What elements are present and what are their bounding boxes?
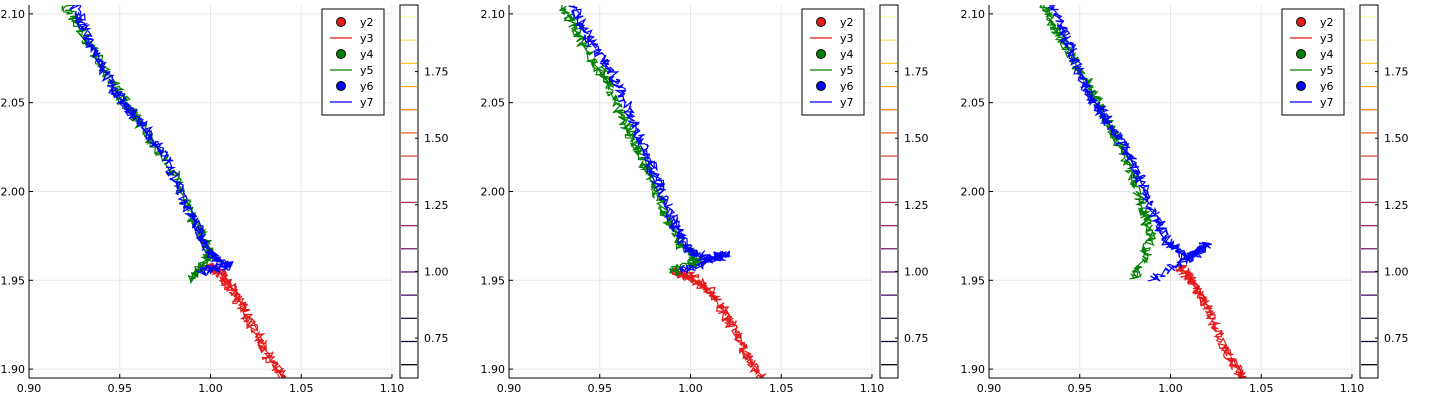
colorbar-tick-label: 0.75 [904,332,929,345]
x-tick-label: 0.90 [17,382,42,395]
y-tick-label: 1.90 [961,363,986,376]
x-tick-label: 1.05 [1249,382,1274,395]
colorbar-tick-label: 1.25 [1384,199,1409,212]
colorbar-tick-label: 1.75 [424,66,449,79]
legend-label-y2: y2 [840,16,854,29]
plot-panel-1: 0.90 0.95 1.00 1.05 1.10 1.90 1.95 2.00 2.05 2.10… [1,4,449,395]
legend-marker-y4 [1296,49,1306,59]
legend-label-y6: y6 [1320,80,1334,93]
legend-label-y4: y4 [1320,48,1334,61]
colorbar-tick-label: 1.00 [1384,265,1409,278]
y-tick-label: 1.95 [481,274,506,287]
y-tick-label: 2.10 [1,8,26,21]
x-tick-label: 1.05 [289,382,314,395]
legend-label-y5: y5 [840,64,854,77]
colorbar-frame [879,4,899,379]
colorbar-tick-label: 1.25 [424,199,449,212]
colorbar-frame [1359,4,1379,379]
colorbar-tick-label: 1.50 [1384,132,1409,145]
x-tick-label: 1.10 [860,382,885,395]
y-tick-label: 2.00 [1,186,26,199]
y-tick-label: 2.10 [481,8,506,21]
x-tick-label: 1.05 [769,382,794,395]
trajectory-y3 [669,267,767,378]
x-tick-label: 0.95 [108,382,133,395]
legend-box [801,8,865,116]
legend-label-y3: y3 [1320,32,1334,45]
legend-box [321,8,385,116]
plot-panel-2: 0.90 0.95 1.00 1.05 1.10 1.90 1.95 2.00 2.05 2.10… [481,4,929,395]
legend-label-y5: y5 [1320,64,1334,77]
colorbar-tick-label: 0.75 [1384,332,1409,345]
colorbar-tick-label: 1.75 [904,66,929,79]
trajectories [1039,5,1247,378]
legend-marker-y6 [1296,81,1306,91]
legend-label-y7: y7 [360,96,374,109]
colorbar-tick-label: 0.75 [424,332,449,345]
colorbar-tick-label: 1.75 [1384,66,1409,79]
y-tick-label: 1.95 [1,274,26,287]
y-tick-label: 2.05 [1,97,26,110]
x-tick-label: 1.00 [1158,382,1183,395]
colorbar: 0.75 1.00 1.25 1.50 1.75 [1359,4,1409,379]
y-tick-label: 1.90 [481,363,506,376]
colorbar-tick-label: 1.00 [904,265,929,278]
x-tick-label: 0.90 [497,382,522,395]
y-tick-label: 1.95 [961,274,986,287]
x-tick-label: 0.95 [1068,382,1093,395]
trajectories [61,5,287,378]
plot-panel-3: 0.90 0.95 1.00 1.05 1.10 1.90 1.95 2.00 2.05 2.10… [961,4,1409,395]
trajectory-y3 [1174,263,1247,378]
trajectory-y5 [61,5,215,285]
legend-label-y3: y3 [840,32,854,45]
colorbar: 0.75 1.00 1.25 1.50 1.75 [879,4,929,379]
colorbar-tick-label: 1.25 [904,199,929,212]
legend: y2 y3 y4 y5 y6 y7 [321,8,385,116]
colorbar-tick-label: 1.00 [424,265,449,278]
trajectory-y3 [201,262,287,378]
legend-label-y6: y6 [840,80,854,93]
y-tick-label: 1.90 [1,363,26,376]
x-tick-label: 1.00 [198,382,223,395]
x-tick-label: 0.90 [977,382,1002,395]
legend-marker-y2 [336,17,346,27]
legend-marker-y6 [816,81,826,91]
colorbar-tick-label: 1.50 [424,132,449,145]
legend-marker-y6 [336,81,346,91]
x-tick-label: 1.10 [380,382,405,395]
legend-label-y7: y7 [840,96,854,109]
legend-label-y4: y4 [360,48,374,61]
y-tick-label: 2.10 [961,8,986,21]
y-tick-label: 2.00 [961,186,986,199]
x-tick-label: 0.95 [588,382,613,395]
colorbar: 0.75 1.00 1.25 1.50 1.75 [399,4,449,379]
legend: y2 y3 y4 y5 y6 y7 [1281,8,1345,116]
trajectory-y7 [1047,5,1213,282]
legend-marker-y4 [816,49,826,59]
legend-label-y5: y5 [360,64,374,77]
trajectory-y7 [69,5,234,277]
colorbar-tick-label: 1.50 [904,132,929,145]
legend: y2 y3 y4 y5 y6 y7 [801,8,865,116]
x-tick-label: 1.00 [678,382,703,395]
y-tick-label: 2.05 [961,97,986,110]
legend-marker-y4 [336,49,346,59]
legend-marker-y2 [1296,17,1306,27]
y-tick-label: 2.05 [481,97,506,110]
trajectory-y7 [568,5,732,275]
legend-label-y2: y2 [1320,16,1334,29]
x-tick-label: 1.10 [1340,382,1365,395]
trajectory-y5 [1039,5,1158,280]
legend-marker-y2 [816,17,826,27]
legend-label-y2: y2 [360,16,374,29]
legend-label-y7: y7 [1320,96,1334,109]
legend-label-y6: y6 [360,80,374,93]
trajectories [558,5,767,378]
legend-label-y4: y4 [840,48,854,61]
y-tick-label: 2.00 [481,186,506,199]
colorbar-frame [399,4,419,379]
legend-box [1281,8,1345,116]
legend-label-y3: y3 [360,32,374,45]
